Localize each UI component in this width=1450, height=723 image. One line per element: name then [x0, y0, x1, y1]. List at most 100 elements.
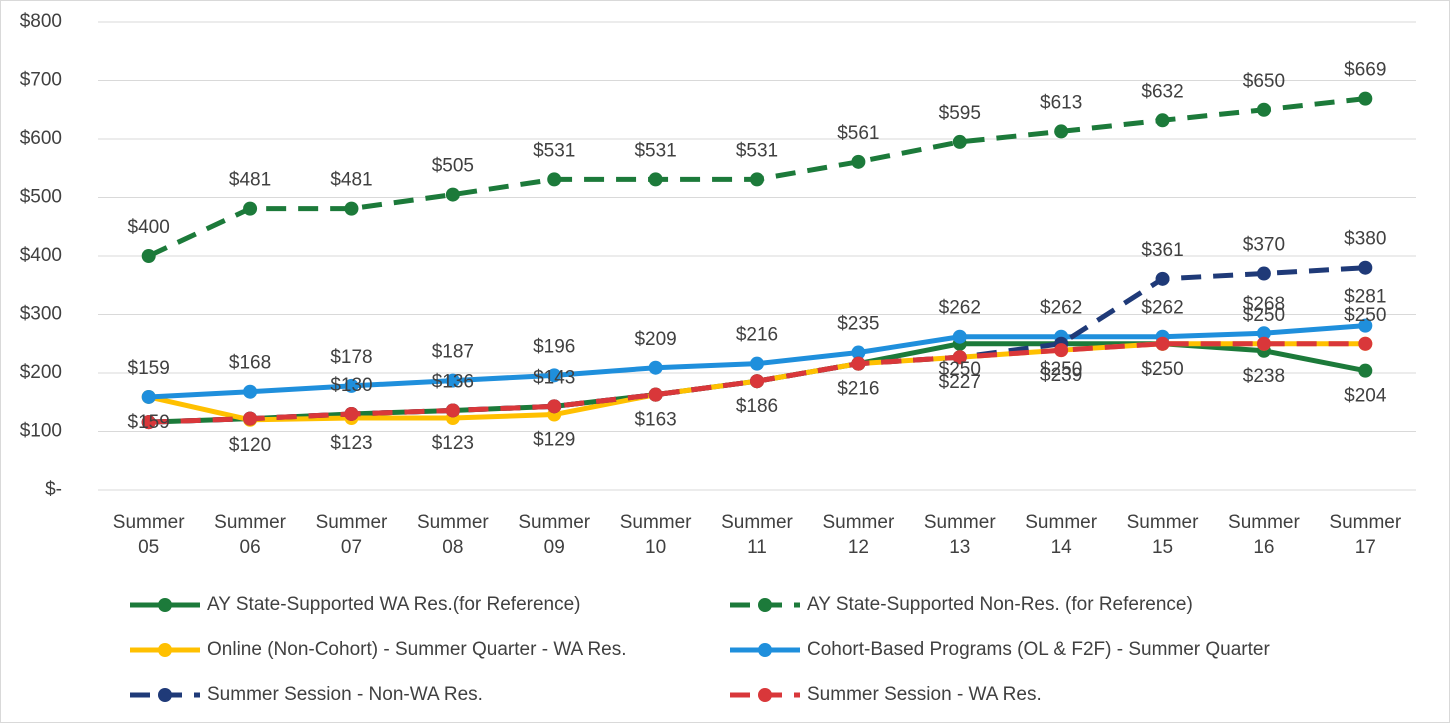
data-label: $505: [432, 156, 474, 177]
series-marker: [851, 154, 866, 169]
series-marker: [1155, 271, 1170, 286]
data-label: $238: [1243, 366, 1285, 387]
x-tick-label: Summer 16: [1228, 512, 1300, 558]
series-marker: [344, 406, 359, 421]
series-marker: [445, 373, 460, 388]
legend-label: AY State-Supported Non-Res. (for Referen…: [807, 594, 1193, 615]
series-marker: [851, 356, 866, 371]
data-label: $613: [1040, 92, 1082, 113]
data-label: $250: [1040, 359, 1082, 380]
data-label: $250: [939, 359, 981, 380]
series-marker: [952, 134, 967, 149]
data-label: $268: [1243, 294, 1285, 315]
series-marker: [648, 172, 663, 187]
data-label: $531: [634, 140, 676, 161]
data-label: $250: [1243, 305, 1285, 326]
series-marker: [1256, 326, 1271, 341]
x-tick-label: Summer 13: [924, 512, 996, 558]
x-tick-label: Summer 14: [1025, 512, 1097, 558]
series-marker: [1054, 124, 1069, 139]
data-label: $235: [837, 314, 879, 335]
data-label: $250: [1141, 359, 1183, 380]
series-marker: [445, 403, 460, 418]
data-label: $281: [1344, 287, 1386, 308]
series-marker: [547, 399, 562, 414]
series-marker: [1358, 260, 1373, 275]
series-marker: [1256, 336, 1271, 351]
series-marker: [243, 201, 258, 216]
series-marker: [851, 345, 866, 360]
data-label: $262: [1141, 298, 1183, 319]
y-tick-label: $600: [20, 128, 62, 149]
y-tick-label: $500: [20, 187, 62, 208]
y-tick-label: $700: [20, 70, 62, 91]
series-marker: [648, 360, 663, 375]
x-tick-label: Summer 06: [214, 512, 286, 558]
y-tick-label: $100: [20, 421, 62, 442]
series-marker: [750, 172, 764, 187]
data-label: $262: [1040, 298, 1082, 319]
data-label: $130: [330, 375, 372, 396]
data-label: $204: [1344, 386, 1387, 407]
data-label: $196: [533, 336, 575, 357]
data-label: $650: [1243, 71, 1285, 92]
data-label: $531: [533, 140, 575, 161]
data-label: $400: [128, 217, 170, 238]
series-marker: [243, 411, 258, 426]
y-tick-label: $300: [20, 304, 62, 325]
data-label: $216: [837, 379, 879, 400]
series-marker: [141, 249, 156, 263]
data-label: $123: [330, 433, 372, 454]
series-marker: [1358, 318, 1373, 333]
data-label: $209: [634, 329, 676, 350]
data-label: $216: [736, 325, 778, 346]
data-label: $187: [432, 342, 474, 363]
data-label: $178: [330, 347, 372, 368]
series-marker: [1358, 363, 1373, 378]
legend-marker: [158, 688, 172, 702]
series-marker: [1155, 336, 1170, 351]
data-label: $120: [229, 435, 271, 456]
series-marker: [952, 329, 967, 344]
legend-label: Cohort-Based Programs (OL & F2F) - Summe…: [807, 639, 1270, 660]
y-tick-label: $200: [20, 362, 62, 383]
series-marker: [952, 350, 967, 365]
data-label: $123: [432, 433, 474, 454]
series-marker: [243, 384, 258, 399]
x-tick-label: Summer 09: [518, 512, 590, 558]
x-tick-label: Summer 08: [417, 512, 489, 558]
legend-label: Summer Session - Non-WA Res.: [207, 684, 483, 705]
series-marker: [141, 389, 156, 404]
series-marker: [1358, 336, 1373, 351]
data-label: $159: [128, 412, 170, 433]
data-label: $186: [736, 396, 778, 417]
data-label: $250: [1344, 305, 1386, 326]
data-label: $129: [533, 430, 575, 451]
series-marker: [141, 415, 156, 430]
y-tick-label: $800: [20, 11, 62, 32]
legend-label: Online (Non-Cohort) - Summer Quarter - W…: [207, 639, 627, 660]
x-tick-label: Summer 07: [316, 512, 388, 558]
series-marker: [648, 387, 663, 402]
data-label: $227: [939, 372, 981, 393]
x-tick-label: Summer 15: [1127, 512, 1199, 558]
series-marker: [344, 201, 359, 216]
data-label: $143: [533, 367, 575, 388]
data-label: $159: [128, 358, 170, 379]
series-marker: [445, 187, 460, 202]
legend-marker: [758, 598, 772, 612]
x-tick-label: Summer 12: [822, 512, 894, 558]
y-tick-label: $400: [20, 245, 62, 266]
legend-marker: [158, 598, 172, 612]
series-marker: [344, 378, 359, 393]
data-label: $168: [229, 353, 271, 374]
data-label: $163: [634, 410, 676, 431]
x-tick-label: Summer 17: [1329, 512, 1401, 558]
series-marker: [1155, 113, 1170, 128]
legend-marker: [158, 643, 172, 657]
x-tick-label: Summer 11: [721, 512, 793, 558]
legend-marker: [758, 643, 772, 657]
series-marker: [750, 374, 764, 389]
